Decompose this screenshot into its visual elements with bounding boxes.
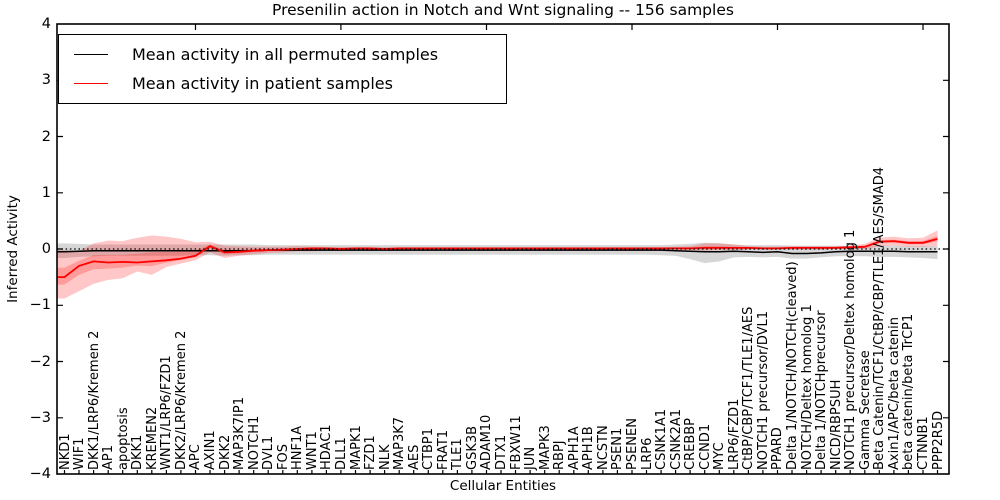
x-tick-label: beta catenin/beta TrCP1 bbox=[901, 313, 917, 470]
legend: Mean activity in all permuted samples Me… bbox=[58, 34, 507, 104]
y-tick-label: 2 bbox=[41, 128, 51, 145]
x-tick-label: GSK3B bbox=[464, 425, 480, 470]
x-tick-label: CREBBP bbox=[683, 418, 699, 470]
x-tick-label: PPP2R5D bbox=[930, 410, 946, 470]
x-tick-label: CTBP1 bbox=[421, 427, 437, 470]
x-tick-label: DKK1 bbox=[130, 434, 146, 470]
x-tick-label: MAP3K7 bbox=[392, 416, 408, 470]
x-tick-label: PPARD bbox=[770, 427, 786, 470]
x-tick-label: FZD1 bbox=[363, 435, 379, 470]
x-axis-label: Cellular Entities bbox=[449, 478, 557, 494]
x-tick-label: AXIN1 bbox=[203, 430, 218, 470]
legend-item-patient: Mean activity in patient samples bbox=[74, 74, 491, 93]
x-tick-label: DLL1 bbox=[333, 437, 349, 470]
x-tick-label: ADAM10 bbox=[479, 414, 495, 470]
legend-label-patient: Mean activity in patient samples bbox=[132, 74, 393, 93]
x-tick-label: DKK2/LRP6/Kremen 2 bbox=[173, 330, 189, 470]
x-tick-label: MAP3K7IP1 bbox=[232, 397, 248, 470]
x-tick-label: WIF1 bbox=[72, 437, 88, 470]
x-tick-label: NOTCH1 precursor/DVL1 bbox=[755, 310, 771, 470]
x-tick-label: NCSTN bbox=[595, 425, 611, 470]
x-tick-label: Axin1/APC/beta catenin bbox=[886, 316, 902, 470]
x-tick-label: APH1A bbox=[566, 426, 582, 470]
x-tick-label: JUN bbox=[523, 446, 539, 470]
x-tick-label: LRP6 bbox=[639, 437, 655, 470]
x-tick-label: NOTCH/Deltex homolog 1 bbox=[799, 304, 815, 470]
x-tick-label: PSENEN bbox=[624, 418, 640, 470]
x-tick-label: CCND1 bbox=[697, 423, 713, 470]
x-tick-label: CTNNB1 bbox=[915, 416, 931, 470]
x-tick-label: NOTCH1 precursor/Deltex homolog 1 bbox=[843, 229, 859, 470]
x-tick-label: DKK2 bbox=[217, 434, 233, 470]
x-tick-label: MAPK3 bbox=[537, 425, 553, 470]
permuted-mean-line bbox=[57, 249, 938, 255]
y-tick-label: −1 bbox=[29, 297, 51, 314]
permuted-line-swatch bbox=[74, 54, 108, 55]
x-tick-label: CSNK1A1 bbox=[654, 408, 670, 470]
x-tick-label: KREMEN2 bbox=[144, 406, 160, 470]
x-tick-label: RBPJ bbox=[552, 440, 568, 470]
legend-item-permuted: Mean activity in all permuted samples bbox=[74, 45, 491, 64]
x-tick-label: Gamma Secretase bbox=[857, 350, 873, 470]
x-tick-label: APC bbox=[188, 444, 204, 470]
x-tick-label: TLE1 bbox=[450, 438, 466, 470]
x-tick-label: APH1B bbox=[581, 426, 597, 470]
x-tick-label: Beta Catenin/TCF1/CtBP/CBP/TLE1/AES/SMAD… bbox=[872, 166, 888, 470]
x-tick-label: NICD/RBPSUH bbox=[828, 379, 844, 470]
x-tick-label: AES bbox=[406, 444, 422, 470]
y-tick-label: −2 bbox=[29, 353, 51, 370]
y-tick-label: −4 bbox=[29, 466, 51, 482]
x-tick-label: MAPK1 bbox=[348, 425, 364, 470]
x-tick-label: Delta 1/NOTCHprecursor bbox=[814, 310, 830, 470]
x-tick-label: WNT1/LRP6/FZD1 bbox=[159, 355, 175, 470]
x-tick-label: PSEN1 bbox=[610, 427, 626, 470]
patient-mean-line bbox=[57, 238, 938, 278]
y-tick-label: 3 bbox=[41, 72, 51, 89]
x-tick-label: FRAT1 bbox=[435, 429, 451, 470]
x-tick-label: FBXW11 bbox=[508, 415, 524, 470]
x-tick-label: FOS bbox=[275, 444, 291, 470]
x-tick-label: MYC bbox=[712, 442, 728, 470]
x-tick-label: HDAC1 bbox=[319, 424, 335, 470]
axis-frame bbox=[56, 23, 950, 475]
x-tick-label: HNF1A bbox=[290, 425, 306, 470]
x-tick-label: DVL1 bbox=[261, 435, 277, 470]
patient-band-outer bbox=[57, 230, 938, 299]
x-tick-label: NOTCH1 bbox=[246, 415, 262, 470]
axis-ticks bbox=[57, 24, 949, 474]
legend-label-permuted: Mean activity in all permuted samples bbox=[132, 45, 439, 64]
x-tick-label: CSNK2A1 bbox=[668, 408, 684, 470]
y-tick-label: 4 bbox=[41, 16, 51, 32]
x-tick-label: NKD1 bbox=[57, 433, 73, 470]
x-tick-label: Delta 1/NOTCH/NOTCH(cleaved) bbox=[785, 261, 800, 470]
x-tick-label: CtBP/CBP/TCF1/TLE1/AES bbox=[741, 306, 757, 470]
x-tick-label: NLK bbox=[377, 444, 393, 471]
x-tick-label: WNT1 bbox=[304, 431, 320, 470]
patient-line-swatch bbox=[74, 83, 108, 84]
x-tick-label: DTX1 bbox=[494, 434, 509, 470]
y-tick-label: 1 bbox=[41, 184, 51, 201]
y-tick-label: 0 bbox=[41, 241, 51, 257]
x-tick-label: AP1 bbox=[101, 444, 117, 470]
x-tick-label: LRP6/FZD1 bbox=[726, 398, 742, 470]
x-tick-label: apoptosis bbox=[115, 407, 131, 470]
y-tick-label: −3 bbox=[29, 409, 51, 426]
x-tick-label: DKK1/LRP6/Kremen 2 bbox=[86, 330, 102, 470]
chart-title: Presenilin action in Notch and Wnt signa… bbox=[272, 1, 734, 19]
